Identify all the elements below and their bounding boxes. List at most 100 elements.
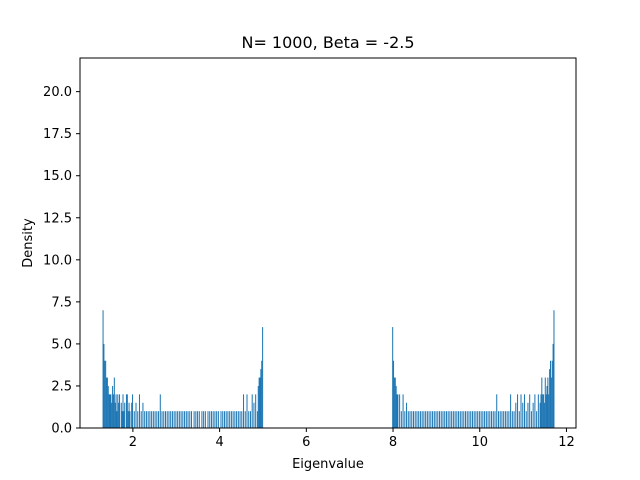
histogram-bar <box>506 411 508 428</box>
histogram-bar <box>541 377 543 428</box>
histogram-bar <box>243 394 245 428</box>
histogram-bar <box>251 394 253 428</box>
histogram-bar <box>149 411 151 428</box>
histogram-bar <box>459 411 461 428</box>
histogram-bar <box>433 411 435 428</box>
histogram-bar <box>220 411 222 428</box>
histogram-bar <box>497 411 499 428</box>
histogram-bar <box>126 394 128 428</box>
histogram-bar <box>492 411 494 428</box>
histogram-bar <box>485 411 487 428</box>
x-tick-label: 8 <box>389 435 397 450</box>
histogram-bar <box>552 343 554 428</box>
histogram-bar <box>237 411 239 428</box>
y-tick-label: 15.0 <box>43 169 72 184</box>
chart-title: N= 1000, Beta = -2.5 <box>241 33 414 52</box>
histogram-bar <box>131 402 133 428</box>
histogram-bar <box>168 411 170 428</box>
histogram-bar <box>466 411 468 428</box>
x-tick-label: 12 <box>558 435 575 450</box>
histogram-bar <box>137 411 139 428</box>
histogram-bar <box>210 411 212 428</box>
histogram-bar <box>418 411 420 428</box>
y-axis-ticks: 0.0 2.5 5.0 7.5 10.0 12.5 15.0 17.5 20.0 <box>43 85 80 437</box>
histogram-bar <box>204 411 206 428</box>
y-tick-label: 7.5 <box>51 295 72 310</box>
histogram-bar <box>108 394 110 428</box>
histogram-bar <box>496 394 498 428</box>
histogram-bar <box>501 411 503 428</box>
histogram-bar <box>551 360 553 428</box>
histogram-bar <box>513 411 515 428</box>
histogram-bar <box>212 411 214 428</box>
histogram-bar <box>432 411 434 428</box>
histogram-bar <box>532 402 534 428</box>
histogram-bar <box>229 411 231 428</box>
histogram-bar <box>543 394 545 428</box>
histogram-bar <box>423 411 425 428</box>
histogram-bar <box>522 402 524 428</box>
histogram-bar <box>216 411 218 428</box>
x-tick-label: 6 <box>302 435 310 450</box>
histogram-bar <box>517 394 519 428</box>
histogram-bar <box>425 411 427 428</box>
histogram-bar <box>121 411 123 428</box>
histogram-bar <box>249 411 251 428</box>
histogram-bar <box>534 394 536 428</box>
histogram-bar <box>244 411 246 428</box>
bars-group <box>102 310 555 428</box>
histogram-bar <box>156 411 158 428</box>
histogram-bar <box>523 394 525 428</box>
histogram-bar <box>239 411 241 428</box>
histogram-bar <box>144 411 146 428</box>
histogram-bar <box>256 411 258 428</box>
histogram-bar <box>203 411 205 428</box>
histogram-bar <box>158 411 160 428</box>
histogram-bar <box>116 411 118 428</box>
histogram-bar <box>402 394 404 428</box>
histogram-bar <box>435 411 437 428</box>
histogram-bar <box>471 411 473 428</box>
histogram-bar <box>151 411 153 428</box>
histogram-bar <box>113 377 115 428</box>
histogram-bar <box>159 394 161 428</box>
histogram-bar <box>123 411 125 428</box>
histogram-bar <box>518 411 520 428</box>
histogram-bar <box>209 411 211 428</box>
histogram-bar <box>152 411 154 428</box>
histogram-bar <box>511 411 513 428</box>
histogram-bar <box>207 411 209 428</box>
histogram-bar <box>407 411 409 428</box>
histogram-bar <box>253 402 255 428</box>
histogram-bar <box>412 411 414 428</box>
y-tick-label: 12.5 <box>43 211 72 226</box>
histogram-bar <box>225 411 227 428</box>
histogram-bar <box>400 411 402 428</box>
histogram-bar <box>106 377 108 428</box>
histogram-bar <box>545 394 547 428</box>
histogram-bar <box>138 394 140 428</box>
histogram-bar <box>515 402 517 428</box>
histogram-bar <box>140 411 142 428</box>
y-tick-label: 0.0 <box>51 422 72 437</box>
histogram-bar <box>147 411 149 428</box>
histogram-bar <box>491 411 493 428</box>
histogram-bar <box>451 411 453 428</box>
histogram-bar <box>255 394 257 428</box>
y-tick-label: 17.5 <box>43 127 72 142</box>
x-axis-ticks: 2 4 6 8 10 12 <box>129 428 575 450</box>
histogram-bar <box>166 411 168 428</box>
histogram-bar <box>132 394 134 428</box>
histogram-bar <box>503 411 505 428</box>
histogram-bar <box>421 411 423 428</box>
histogram-bar <box>550 377 552 428</box>
y-tick-label: 20.0 <box>43 85 72 100</box>
histogram-bar <box>127 411 129 428</box>
histogram-bar <box>549 369 551 428</box>
histogram-bar <box>107 385 109 428</box>
histogram-bar <box>197 411 199 428</box>
histogram-bar <box>438 411 441 428</box>
histogram-bar <box>406 402 408 428</box>
histogram-bar <box>114 402 116 428</box>
histogram-bar <box>246 394 248 428</box>
